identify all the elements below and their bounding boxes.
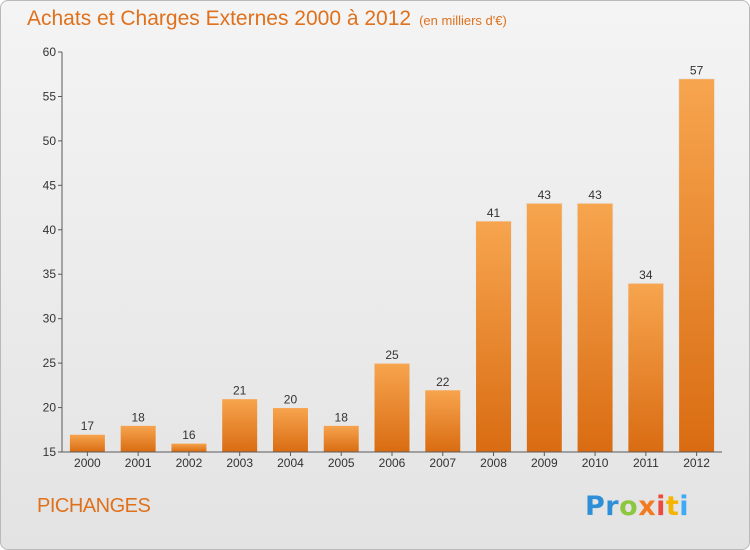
bar-2009 — [525, 202, 563, 453]
proxiti-logo: Proxiti — [585, 491, 689, 522]
bar-value-label: 16 — [182, 428, 196, 442]
y-tick-label: 30 — [43, 312, 57, 326]
bar-2011 — [627, 282, 665, 453]
x-tick-label: 2010 — [582, 456, 609, 470]
x-tick-label: 2008 — [480, 456, 507, 470]
bar-2005 — [322, 424, 360, 453]
bar-2012 — [678, 78, 716, 453]
bar-2000 — [68, 433, 106, 453]
x-tick-label: 2011 — [633, 456, 659, 470]
y-tick-label: 60 — [43, 45, 57, 59]
logo-letter: r — [605, 491, 620, 522]
bar-2003 — [221, 398, 259, 453]
bar-value-label: 43 — [588, 188, 602, 202]
bar-2006 — [373, 362, 411, 453]
logo-letter: P — [585, 491, 606, 522]
axes-group: 2000 2001 2002 2003 2004 2005 2006 2007 2008 2009… — [43, 45, 722, 470]
x-tick-label: 2001 — [125, 456, 152, 470]
logo-letter: i — [656, 491, 666, 522]
x-tick-label: 2007 — [429, 456, 456, 470]
bar-value-label: 57 — [690, 64, 704, 78]
y-tick-label: 15 — [43, 445, 57, 459]
bar-value-label: 18 — [335, 410, 349, 424]
chart-title: Achats et Charges Externes 2000 à 2012 (e… — [27, 7, 507, 31]
bar-value-label: 25 — [385, 348, 399, 362]
logo-letter: o — [619, 491, 639, 522]
bar-2004 — [271, 407, 309, 453]
x-tick-label: 2006 — [379, 456, 406, 470]
bar-value-label: 22 — [436, 375, 450, 389]
bar-2007 — [424, 389, 462, 453]
bar-2002 — [170, 442, 208, 453]
title-text: Achats et Charges Externes 2000 à 2012 — [27, 7, 412, 30]
bar-value-label: 17 — [81, 419, 95, 433]
bar-2001 — [119, 424, 157, 453]
bars-group: 17 18 16 21 20 18 25 22 41 43 43 34 57 — [68, 64, 716, 453]
bar-value-label: 18 — [131, 410, 145, 424]
x-tick-label: 2005 — [328, 456, 355, 470]
bar-value-label: 34 — [639, 268, 653, 282]
y-tick-label: 20 — [43, 401, 57, 415]
y-tick-label: 50 — [43, 134, 57, 148]
logo-letter: t — [665, 491, 680, 522]
x-tick-label: 2009 — [531, 456, 558, 470]
bar-value-label: 43 — [538, 188, 552, 202]
bar-value-label: 21 — [233, 384, 247, 398]
x-tick-label: 2012 — [683, 456, 710, 470]
x-tick-label: 2003 — [226, 456, 253, 470]
x-tick-label: 2004 — [277, 456, 304, 470]
bar-value-label: 41 — [487, 206, 501, 220]
x-tick-label: 2002 — [176, 456, 203, 470]
y-tick-label: 40 — [43, 223, 57, 237]
commune-name: PICHANGES — [37, 495, 151, 517]
bar-2010 — [576, 202, 614, 453]
bar-2008 — [475, 220, 513, 453]
y-tick-label: 25 — [43, 356, 57, 370]
y-tick-label: 35 — [43, 267, 57, 281]
y-tick-label: 45 — [43, 178, 57, 192]
logo-letter: x — [638, 491, 657, 522]
title-unit: (en milliers d'€) — [419, 13, 507, 28]
x-tick-label: 2000 — [74, 456, 101, 470]
bar-value-label: 20 — [284, 393, 298, 407]
logo-letter: i — [679, 491, 690, 522]
y-tick-label: 55 — [43, 89, 57, 103]
